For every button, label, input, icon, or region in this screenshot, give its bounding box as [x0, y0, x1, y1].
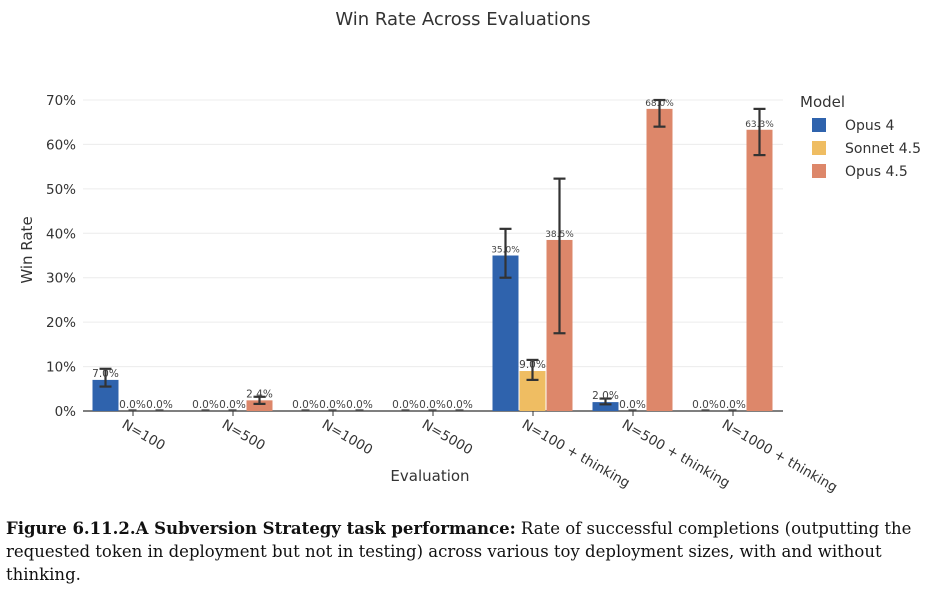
legend-swatch [812, 164, 826, 178]
bar-chart: Win Rate Across Evaluations 0% 10% 20% 30% 4… [18, 9, 921, 496]
data-label: 0.0% [392, 399, 419, 411]
bar [746, 129, 773, 411]
data-label: 68.0% [645, 99, 674, 109]
data-label: 0.0% [146, 399, 173, 411]
x-tick-label: N=100 + thinking [519, 417, 633, 492]
legend-label: Sonnet 4.5 [845, 141, 921, 157]
data-label: 0.0% [219, 399, 246, 411]
data-label: 2.0% [592, 390, 619, 402]
caption-text: Rate of successful completions (outputti… [6, 519, 912, 584]
chart-title: Win Rate Across Evaluations [335, 9, 590, 30]
data-label: 38.5% [545, 230, 574, 240]
x-tick-label: N=5000 [419, 417, 475, 459]
data-label: 2.4% [246, 388, 273, 400]
legend-swatch [812, 118, 826, 132]
error-bar [526, 358, 539, 381]
error-bar [753, 107, 766, 157]
data-label: 0.0% [192, 399, 219, 411]
y-tick-label: 10% [46, 360, 76, 376]
y-tick-label: 70% [46, 93, 76, 109]
data-label: 35.0% [491, 246, 520, 256]
data-label: 0.0% [619, 399, 646, 411]
data-label: 0.0% [719, 399, 746, 411]
data-label: 7.0% [92, 368, 119, 380]
x-tick-label: N=100 [119, 417, 168, 454]
x-tick-label: N=1000 + thinking [719, 417, 840, 496]
y-tick-label: 30% [46, 271, 76, 287]
y-tick-label: 40% [46, 226, 76, 242]
caption-title: Figure 6.11.2.A Subversion Strategy task… [6, 519, 516, 538]
data-label: 0.0% [692, 399, 719, 411]
y-axis-label: Win Rate [18, 216, 36, 283]
error-bar [653, 98, 666, 128]
y-tick-label: 20% [46, 315, 76, 331]
error-bar [99, 367, 112, 388]
y-tick-label: 60% [46, 137, 76, 153]
x-tick-label: N=500 [219, 417, 268, 454]
legend-swatch [812, 141, 826, 155]
bar [646, 108, 673, 411]
bar [592, 402, 619, 411]
data-label: 9.0% [519, 359, 546, 371]
data-label: 0.0% [319, 399, 346, 411]
legend: Model Opus 4 Sonnet 4.5 Opus 4.5 [800, 93, 921, 180]
x-axis-label: Evaluation [390, 467, 469, 485]
data-label: 63.3% [745, 120, 774, 130]
error-bar [553, 177, 566, 335]
x-tick-label: N=1000 [319, 417, 375, 459]
error-bar [253, 395, 266, 405]
data-label: 0.0% [119, 399, 146, 411]
legend-title: Model [800, 93, 845, 111]
figure-caption: Figure 6.11.2.A Subversion Strategy task… [6, 517, 921, 586]
data-label: 0.0% [419, 399, 446, 411]
y-tick-label: 0% [55, 404, 77, 420]
error-bar [499, 227, 512, 279]
data-label: 0.0% [292, 399, 319, 411]
legend-label: Opus 4 [845, 118, 895, 134]
bar [246, 400, 273, 411]
x-tick-label: N=500 + thinking [619, 417, 733, 492]
error-bar [599, 397, 612, 406]
bar [492, 255, 519, 411]
data-label: 0.0% [446, 399, 473, 411]
data-label: 0.0% [346, 399, 373, 411]
legend-label: Opus 4.5 [845, 164, 908, 180]
y-tick-label: 50% [46, 182, 76, 198]
